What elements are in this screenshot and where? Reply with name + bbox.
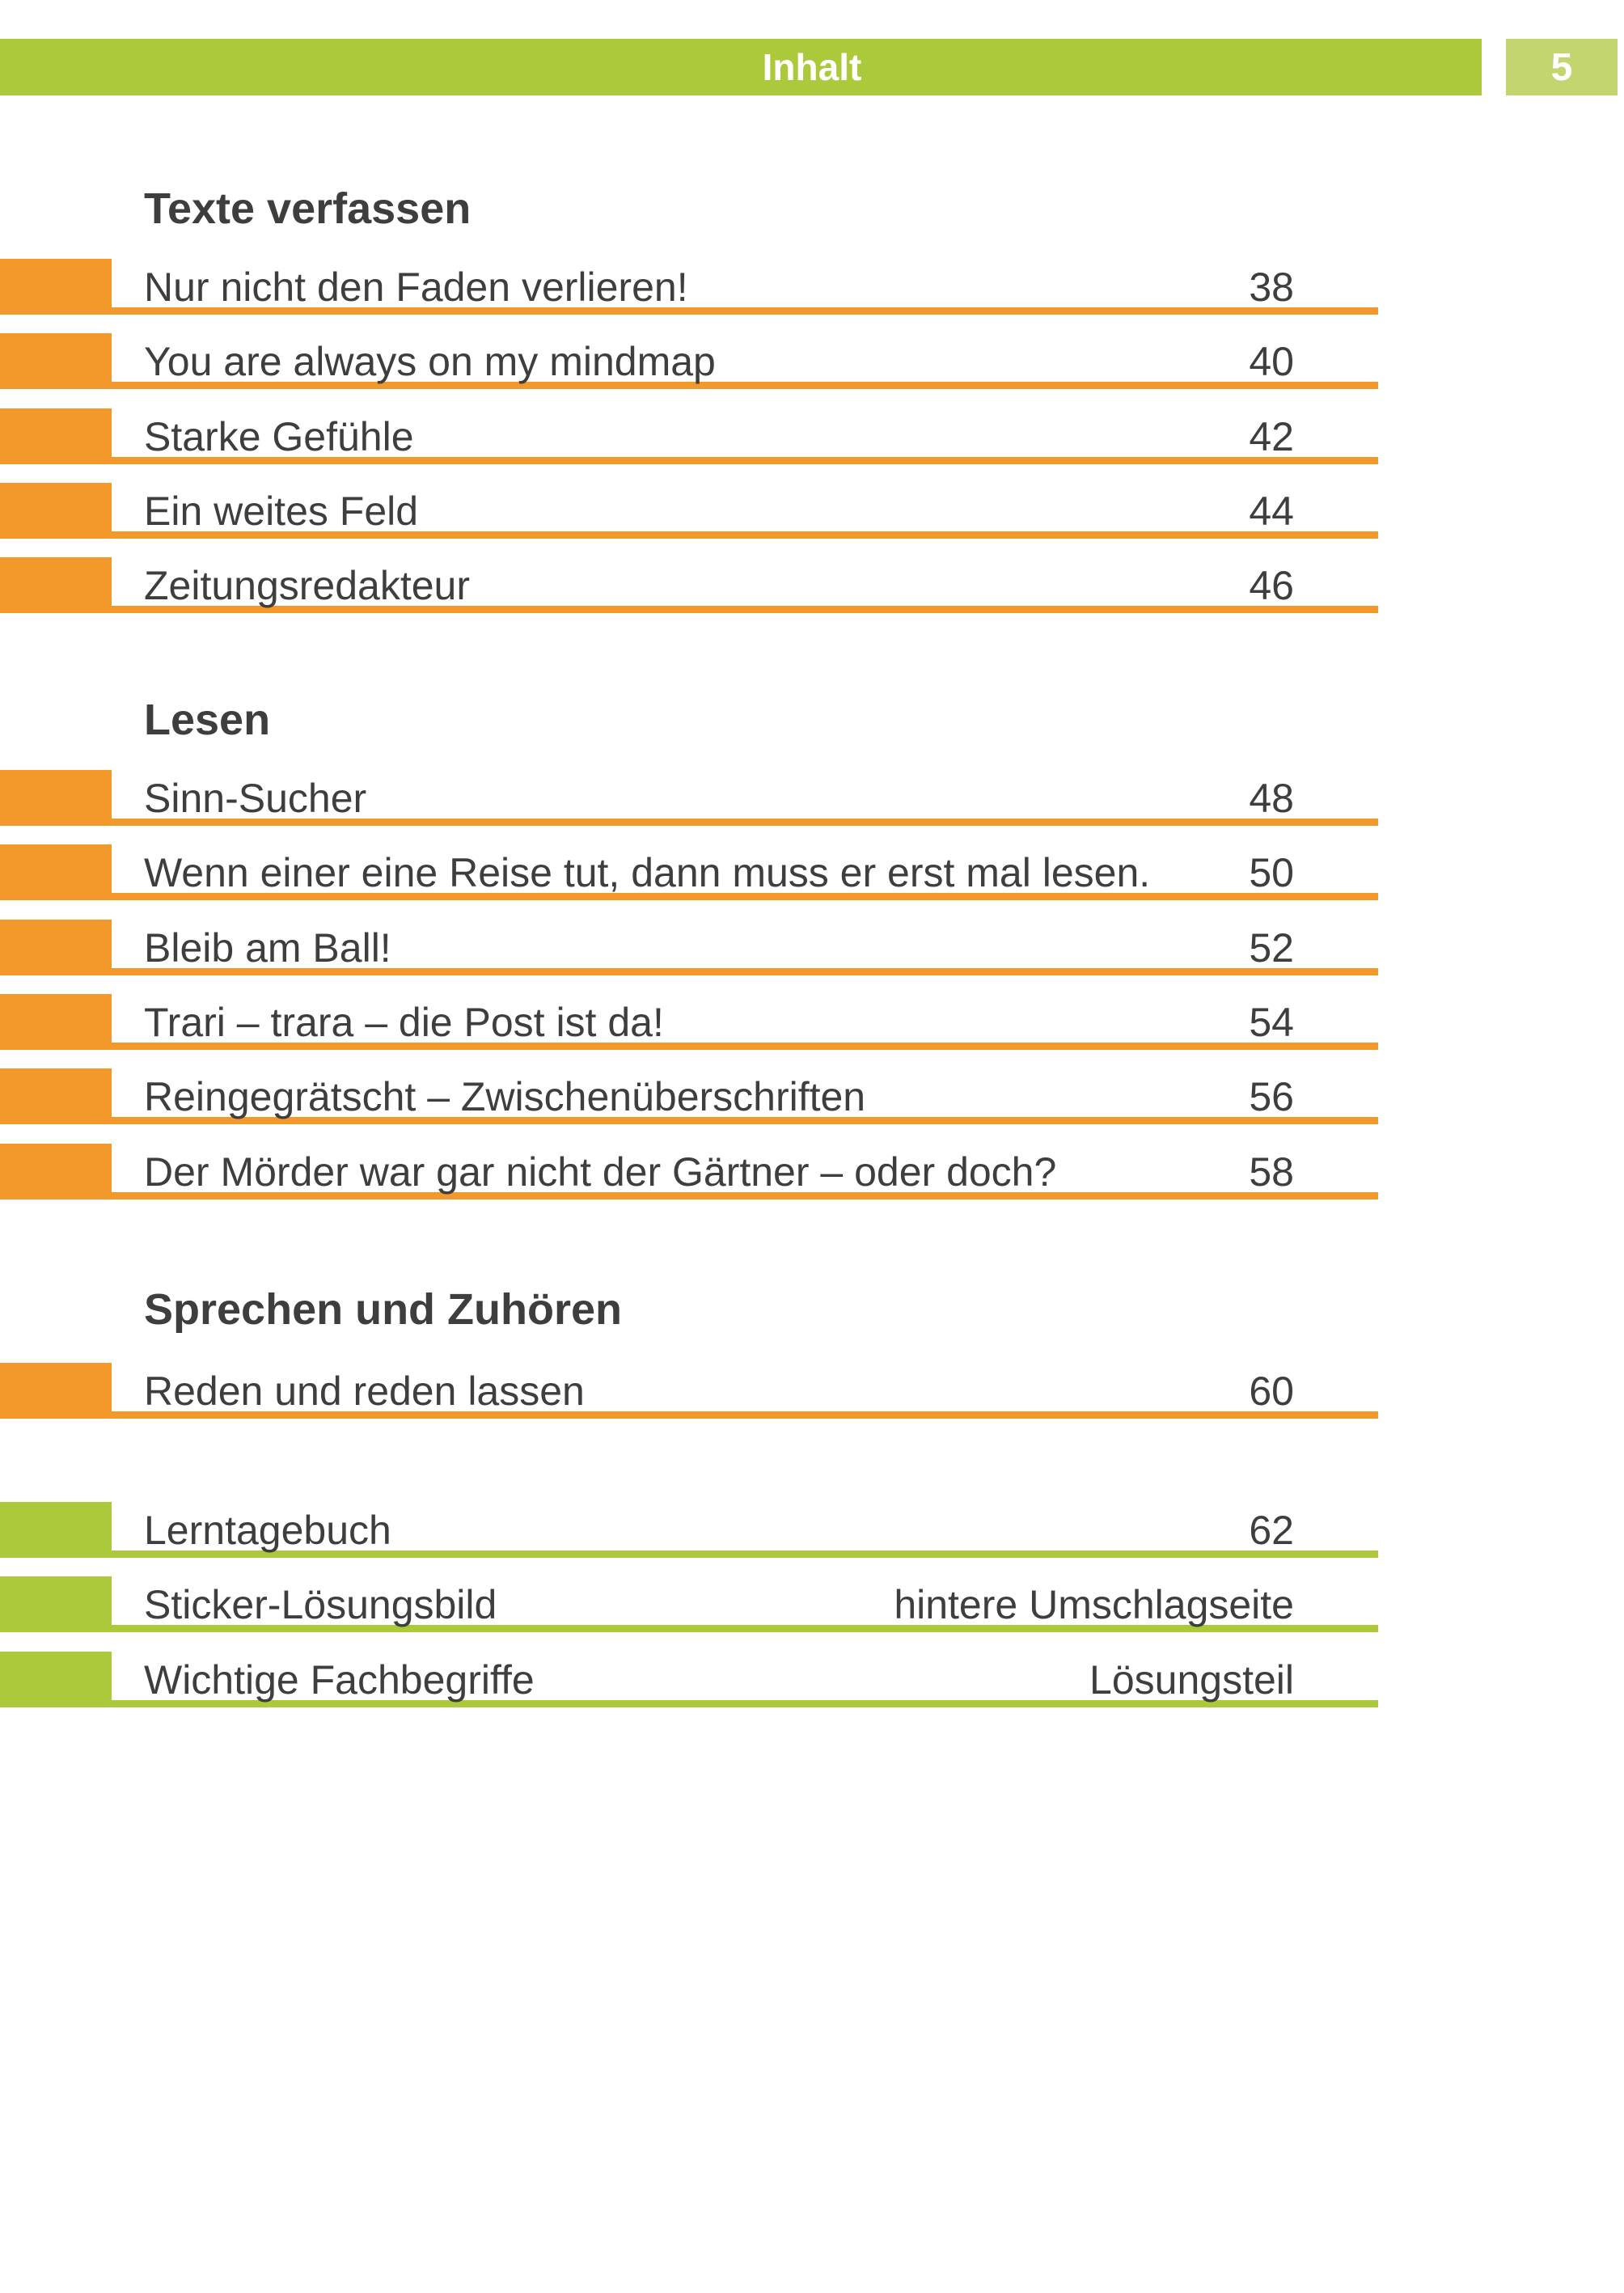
entry-page-ref: 46 — [1249, 562, 1294, 608]
toc-row: Lerntagebuch 62 — [0, 1502, 1378, 1558]
entry-page-ref: 50 — [1249, 849, 1294, 895]
row-accent-block — [0, 333, 112, 389]
toc-row: Wenn einer eine Reise tut, dann muss er … — [0, 844, 1378, 900]
entry-title: Lerntagebuch — [144, 1507, 391, 1553]
row-rule-line — [0, 382, 1378, 389]
page-number-badge: 5 — [1506, 39, 1618, 95]
toc-row: Ein weites Feld 44 — [0, 483, 1378, 539]
row-rule-line — [0, 1700, 1378, 1707]
toc-row: You are always on my mindmap 40 — [0, 333, 1378, 389]
header-bar — [0, 39, 1482, 95]
entry-page-ref: 60 — [1249, 1368, 1294, 1414]
row-rule-line — [0, 1117, 1378, 1124]
toc-row: Wichtige Fachbegriffe Lösungsteil — [0, 1652, 1378, 1707]
entry-title: Trari – trara – die Post ist da! — [144, 999, 664, 1045]
section-heading-lesen: Lesen — [144, 696, 271, 744]
row-accent-block — [0, 1363, 112, 1419]
toc-row: Reingegrätscht – Zwischenüberschriften 56 — [0, 1068, 1378, 1124]
toc-row: Sticker-Lösungsbild hintere Umschlagseite — [0, 1576, 1378, 1632]
toc-row: Sinn-Sucher 48 — [0, 770, 1378, 826]
entry-page-ref: 58 — [1249, 1149, 1294, 1195]
toc-row: Bleib am Ball! 52 — [0, 920, 1378, 975]
toc-row: Trari – trara – die Post ist da! 54 — [0, 994, 1378, 1050]
entry-title: Zeitungsredakteur — [144, 562, 471, 608]
entry-title: Bleib am Ball! — [144, 924, 391, 971]
row-accent-block — [0, 1652, 112, 1707]
entry-page-ref: 44 — [1249, 488, 1294, 534]
toc-row: Starke Gefühle 42 — [0, 408, 1378, 464]
entry-title: Ein weites Feld — [144, 488, 419, 534]
row-accent-block — [0, 1576, 112, 1632]
row-accent-block — [0, 1068, 112, 1124]
row-accent-block — [0, 483, 112, 539]
page-number: 5 — [1550, 45, 1573, 89]
row-accent-block — [0, 844, 112, 900]
entry-title: Reden und reden lassen — [144, 1368, 585, 1414]
section-heading-sprechen-und-zuhoeren: Sprechen und Zuhören — [144, 1285, 623, 1334]
row-rule-line — [0, 1625, 1378, 1632]
entry-title: Der Mörder war gar nicht der Gärtner – o… — [144, 1149, 1057, 1195]
row-accent-block — [0, 994, 112, 1050]
entry-title: Reingegrätscht – Zwischenüberschriften — [144, 1073, 866, 1119]
entry-title: Wichtige Fachbegriffe — [144, 1656, 535, 1703]
toc-row: Nur nicht den Faden verlieren! 38 — [0, 259, 1378, 315]
row-accent-block — [0, 259, 112, 315]
row-rule-line — [0, 1192, 1378, 1199]
entry-page-ref: 48 — [1249, 775, 1294, 821]
entry-title: Wenn einer eine Reise tut, dann muss er … — [144, 849, 1151, 895]
row-rule-line — [0, 307, 1378, 315]
row-rule-line — [0, 457, 1378, 464]
entry-page-ref: 52 — [1249, 924, 1294, 971]
toc-row: Reden und reden lassen 60 — [0, 1363, 1378, 1419]
entry-title: Sticker-Lösungsbild — [144, 1581, 497, 1627]
toc-row: Zeitungsredakteur 46 — [0, 557, 1378, 613]
entry-page-ref: 62 — [1249, 1507, 1294, 1553]
row-rule-line — [0, 1411, 1378, 1419]
entry-page-ref: 42 — [1249, 413, 1294, 459]
section-heading-texte-verfassen: Texte verfassen — [144, 184, 472, 233]
toc-row: Der Mörder war gar nicht der Gärtner – o… — [0, 1144, 1378, 1199]
row-accent-block — [0, 557, 112, 613]
row-rule-line — [0, 819, 1378, 826]
entry-page-ref: 54 — [1249, 999, 1294, 1045]
entry-page-ref: hintere Umschlagseite — [894, 1581, 1294, 1627]
row-rule-line — [0, 606, 1378, 613]
row-accent-block — [0, 408, 112, 464]
row-rule-line — [0, 531, 1378, 539]
row-rule-line — [0, 893, 1378, 900]
entry-page-ref: 56 — [1249, 1073, 1294, 1119]
row-accent-block — [0, 770, 112, 826]
row-accent-block — [0, 1144, 112, 1199]
entry-title: Sinn-Sucher — [144, 775, 367, 821]
entry-title: Nur nicht den Faden verlieren! — [144, 264, 688, 310]
entry-title: Starke Gefühle — [144, 413, 414, 459]
entry-page-ref: 38 — [1249, 264, 1294, 310]
entry-page-ref: Lösungsteil — [1089, 1656, 1294, 1703]
row-accent-block — [0, 1502, 112, 1558]
entry-title: You are always on my mindmap — [144, 338, 716, 384]
entry-page-ref: 40 — [1249, 338, 1294, 384]
row-rule-line — [0, 1043, 1378, 1050]
row-rule-line — [0, 968, 1378, 975]
row-accent-block — [0, 920, 112, 975]
row-rule-line — [0, 1551, 1378, 1558]
